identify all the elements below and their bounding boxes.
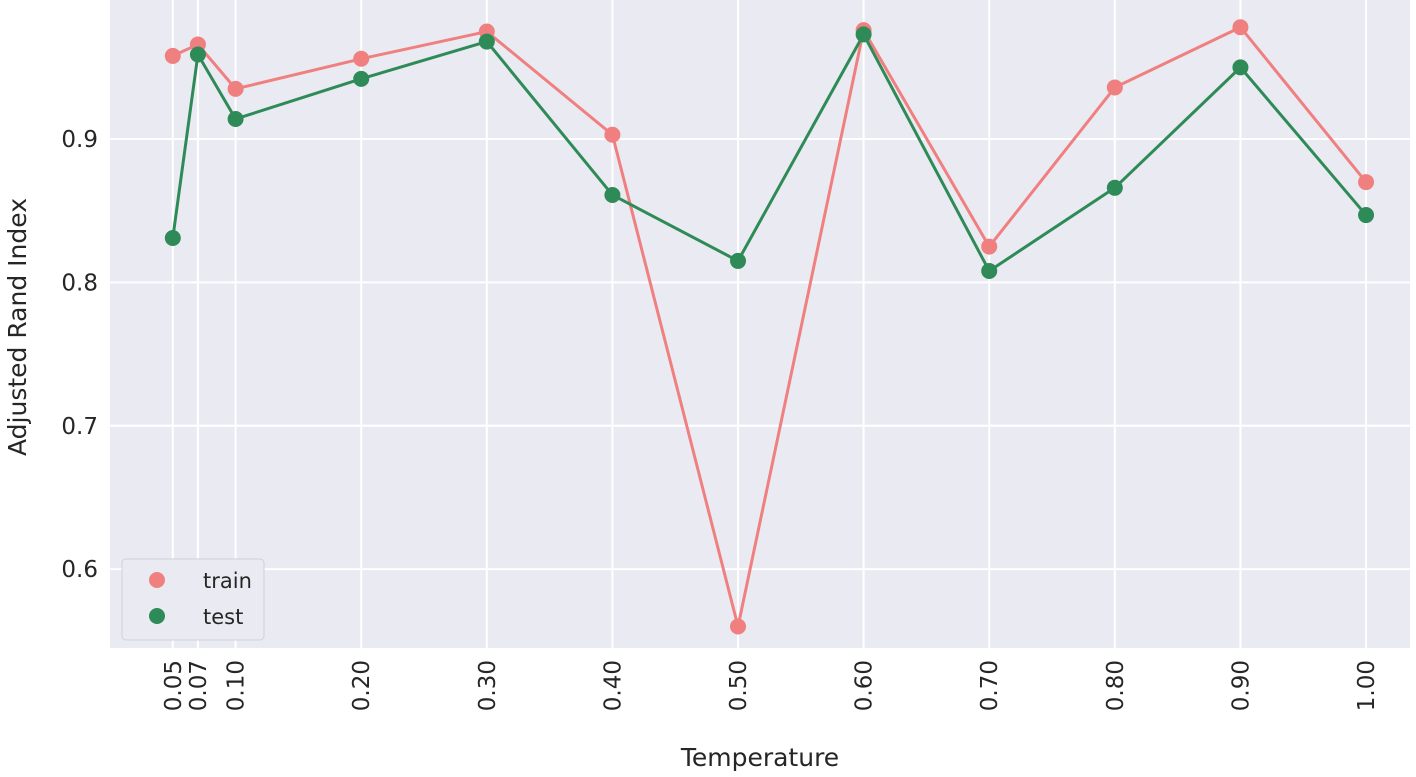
grid	[110, 0, 1410, 648]
point-test	[478, 33, 495, 50]
legend-label-test: test	[203, 605, 243, 629]
point-train	[981, 238, 998, 255]
point-train	[1106, 79, 1123, 96]
legend-label-train: train	[203, 569, 252, 593]
point-train	[604, 126, 621, 143]
x-tick-label: 0.80	[1103, 660, 1129, 711]
y-tick-label: 0.7	[61, 414, 98, 440]
x-tick-label: 0.05	[161, 660, 187, 711]
x-tick-label: 1.00	[1354, 660, 1380, 711]
point-train	[227, 80, 244, 97]
point-test	[353, 70, 370, 87]
x-tick-label: 0.30	[475, 660, 501, 711]
x-tick-label: 0.07	[186, 660, 212, 711]
point-train	[164, 47, 181, 64]
tick-labels: 0.05 0.07 0.10 0.20 0.30 0.40 0.50 0.60 0.70 0.80…	[61, 127, 1380, 711]
x-tick-label: 0.70	[977, 660, 1003, 711]
x-axis-label: Temperature	[680, 743, 839, 772]
x-tick-label: 0.20	[349, 660, 375, 711]
x-tick-label: 0.50	[726, 660, 752, 711]
point-test	[730, 252, 747, 269]
y-axis-label: Adjusted Rand Index	[3, 198, 32, 456]
x-tick-label: 0.60	[852, 660, 878, 711]
y-tick-label: 0.8	[61, 270, 98, 296]
point-test	[227, 110, 244, 127]
plot-background	[110, 0, 1410, 648]
point-test	[1232, 59, 1249, 76]
point-test	[855, 26, 872, 43]
x-tick-label: 0.40	[600, 660, 626, 711]
line-train	[172, 25, 1368, 628]
legend-marker-test	[149, 608, 165, 624]
point-train	[1232, 19, 1249, 36]
point-test	[981, 262, 998, 279]
point-train	[353, 50, 370, 67]
y-tick-label: 0.6	[61, 557, 98, 583]
point-train	[1358, 174, 1375, 191]
point-test	[164, 229, 181, 246]
line-test	[171, 32, 1368, 273]
point-test	[1358, 207, 1375, 224]
legend: train test	[121, 558, 265, 641]
point-test	[1106, 179, 1123, 196]
x-tick-label: 0.10	[224, 660, 250, 711]
y-tick-label: 0.9	[61, 127, 98, 153]
point-test	[604, 186, 621, 203]
x-tick-label: 0.90	[1228, 660, 1254, 711]
point-train	[730, 618, 747, 635]
legend-marker-train	[149, 572, 165, 588]
series-layer	[164, 19, 1375, 635]
series-test	[164, 26, 1375, 279]
point-test	[189, 46, 206, 63]
